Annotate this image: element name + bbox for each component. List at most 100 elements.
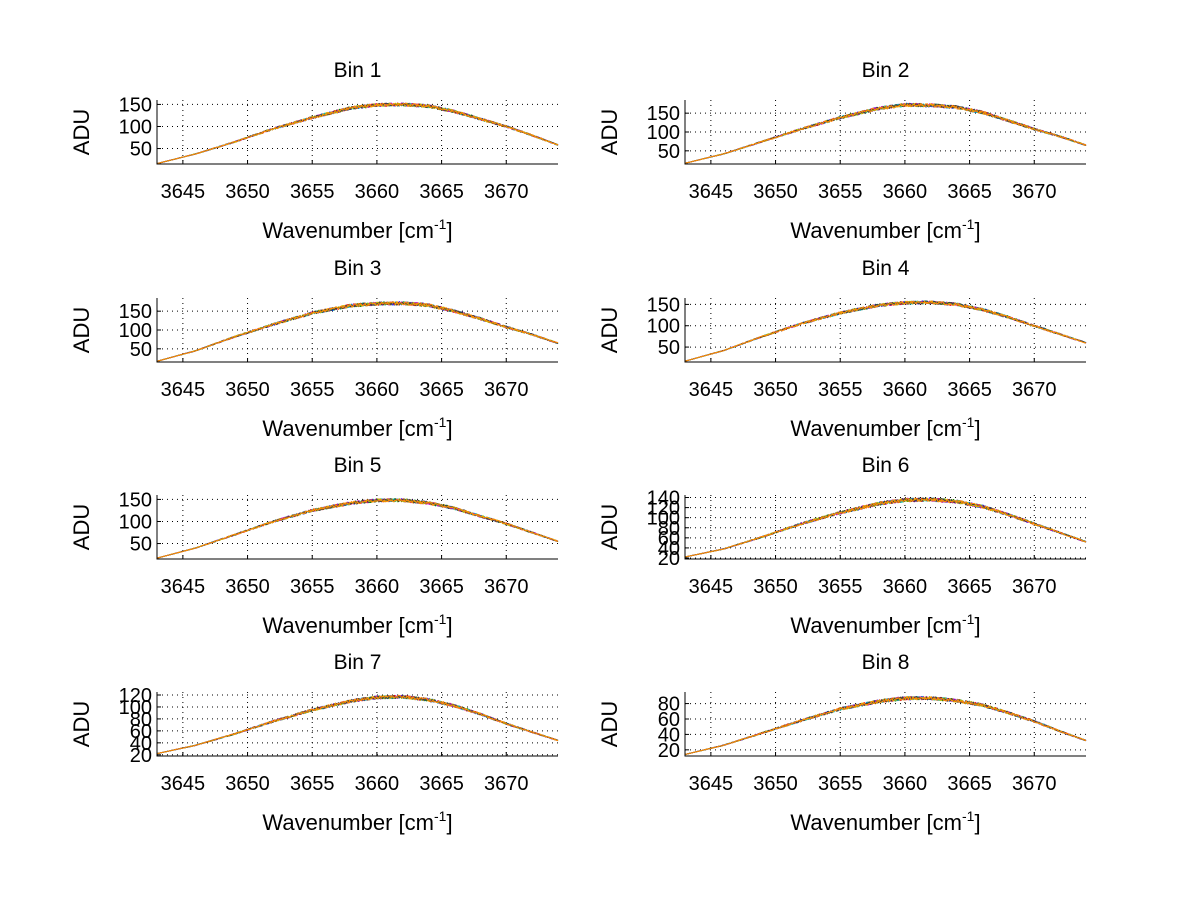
x-axis-label-bracket: ] (446, 810, 452, 835)
y-tick-label: 100 (119, 511, 152, 533)
x-tick-label: 3665 (419, 773, 464, 795)
x-tick-label: 3650 (225, 773, 270, 795)
series-line-8 (684, 300, 1087, 362)
x-tick-label: 3660 (355, 379, 400, 401)
x-tick-label: 3650 (225, 576, 270, 598)
x-tick-label: 3655 (290, 576, 335, 598)
x-axis-label: Wavenumber [cm-1] (790, 611, 980, 638)
subplot-title: Bin 8 (862, 651, 910, 674)
x-tick-label: 3650 (225, 379, 270, 401)
x-axis-label-text: Wavenumber [cm (262, 810, 434, 835)
x-tick-label: 3655 (290, 379, 335, 401)
x-tick-label: 3650 (753, 773, 798, 795)
y-tick-label: 100 (119, 697, 152, 719)
x-axis-label-bracket: ] (446, 218, 452, 243)
y-tick-label: 40 (658, 724, 680, 746)
x-axis-label-exponent: -1 (962, 808, 975, 824)
y-tick-label: 150 (119, 489, 152, 511)
series-line-8 (156, 301, 559, 362)
x-tick-label: 3670 (484, 773, 529, 795)
x-tick-label: 3665 (947, 773, 992, 795)
x-axis-label: Wavenumber [cm-1] (262, 216, 452, 243)
x-axis-label: Wavenumber [cm-1] (262, 414, 452, 441)
y-axis-label: ADU (597, 701, 622, 747)
x-axis-label-exponent: -1 (434, 216, 447, 232)
y-tick-label: 60 (658, 528, 680, 550)
x-tick-label: 3665 (947, 379, 992, 401)
axes-frame (156, 692, 558, 757)
x-axis-label-text: Wavenumber [cm (262, 613, 434, 638)
y-tick-label: 60 (130, 721, 152, 743)
x-axis-label-text: Wavenumber [cm (262, 218, 434, 243)
y-axis-label: ADU (69, 109, 94, 155)
y-tick-label: 50 (658, 141, 680, 163)
y-tick-label: 150 (647, 103, 680, 125)
y-tick-label: 150 (119, 94, 152, 116)
x-axis-label-bracket: ] (974, 218, 980, 243)
series-line-8 (156, 499, 559, 559)
x-axis-label-exponent: -1 (962, 216, 975, 232)
subplot-bin-6: Bin 6 3645 3650 3655 3660 3665 3670 20406080100… (597, 454, 1087, 638)
y-tick-label: 50 (658, 337, 680, 359)
x-axis-label-bracket: ] (974, 416, 980, 441)
x-tick-label: 3665 (947, 576, 992, 598)
x-tick-label: 3645 (161, 773, 206, 795)
y-tick-label: 100 (647, 316, 680, 338)
x-tick-label: 3665 (419, 181, 464, 203)
series-line-8 (684, 497, 1087, 558)
x-axis-label-exponent: -1 (434, 414, 447, 430)
x-axis-label-bracket: ] (446, 613, 452, 638)
x-axis-label-text: Wavenumber [cm (790, 218, 962, 243)
x-tick-label: 3660 (883, 773, 928, 795)
x-tick-label: 3660 (355, 773, 400, 795)
y-tick-label: 50 (130, 534, 152, 556)
axes-frame (684, 298, 1086, 363)
x-tick-label: 3665 (947, 181, 992, 203)
subplot-title: Bin 4 (862, 257, 910, 280)
x-axis-label-bracket: ] (446, 416, 452, 441)
x-tick-label: 3670 (484, 379, 529, 401)
axes-frame (156, 298, 558, 363)
y-tick-label: 140 (647, 488, 680, 510)
x-axis-label-bracket: ] (974, 613, 980, 638)
y-tick-label: 20 (658, 740, 680, 762)
subplot-title: Bin 1 (334, 59, 382, 82)
x-axis-label: Wavenumber [cm-1] (790, 414, 980, 441)
x-tick-label: 3655 (818, 773, 863, 795)
y-tick-label: 50 (130, 339, 152, 361)
x-tick-label: 3645 (161, 379, 206, 401)
y-axis-label: ADU (69, 307, 94, 353)
x-tick-label: 3660 (355, 181, 400, 203)
x-axis-label-text: Wavenumber [cm (790, 613, 962, 638)
x-tick-label: 3655 (290, 773, 335, 795)
x-tick-label: 3660 (883, 576, 928, 598)
y-tick-label: 50 (130, 139, 152, 161)
x-axis-label-exponent: -1 (962, 611, 975, 627)
x-tick-label: 3655 (290, 181, 335, 203)
y-axis-label: ADU (69, 504, 94, 550)
y-tick-label: 100 (647, 122, 680, 144)
y-tick-label: 80 (658, 518, 680, 540)
x-tick-label: 3670 (1012, 181, 1057, 203)
y-tick-label: 80 (658, 694, 680, 716)
x-tick-label: 3650 (225, 181, 270, 203)
x-tick-label: 3650 (753, 181, 798, 203)
axes-frame (156, 100, 558, 165)
x-tick-label: 3645 (689, 181, 734, 203)
x-axis-label: Wavenumber [cm-1] (790, 216, 980, 243)
x-tick-label: 3650 (753, 576, 798, 598)
x-tick-label: 3645 (161, 576, 206, 598)
y-tick-label: 40 (130, 733, 152, 755)
x-tick-label: 3660 (883, 181, 928, 203)
subplot-title: Bin 7 (334, 651, 382, 674)
y-axis-label: ADU (69, 701, 94, 747)
x-tick-label: 3660 (355, 576, 400, 598)
x-axis-label: Wavenumber [cm-1] (262, 611, 452, 638)
series-line-8 (156, 102, 559, 165)
